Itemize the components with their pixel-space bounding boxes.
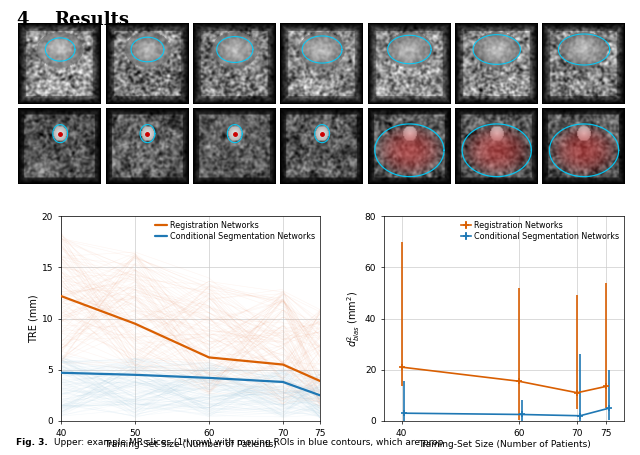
Y-axis label: TRE (mm): TRE (mm) [29,294,39,343]
Text: Fig. 3.: Fig. 3. [16,438,48,447]
Text: Results: Results [54,11,129,30]
Conditional Segmentation Networks [205,375,212,380]
Legend: Registration Networks, Conditional Segmentation Networks: Registration Networks, Conditional Segme… [154,220,316,242]
Registration Networks [205,355,212,360]
Registration Networks [131,321,139,326]
Conditional Segmentation Networks [316,393,324,398]
Line: Conditional Segmentation Networks: Conditional Segmentation Networks [61,373,320,395]
Registration Networks [316,378,324,384]
Text: Upper: example MR slices (1ˢᵗ row) with moving ROIs in blue contours, which are : Upper: example MR slices (1ˢᵗ row) with … [54,438,444,447]
Conditional Segmentation Networks [131,372,139,378]
Registration Networks [57,293,65,298]
X-axis label: Training-Set Size (Number of Patients): Training-Set Size (Number of Patients) [104,440,276,449]
X-axis label: Training-Set Size (Number of Patients): Training-Set Size (Number of Patients) [418,440,590,449]
Line: Registration Networks: Registration Networks [61,296,320,381]
Conditional Segmentation Networks [279,379,287,385]
Registration Networks [279,362,287,367]
Text: 4: 4 [16,11,29,30]
Conditional Segmentation Networks [57,370,65,375]
Y-axis label: $d^2_{bias}$ (mm$^2$): $d^2_{bias}$ (mm$^2$) [346,290,362,347]
Legend: Registration Networks, Conditional Segmentation Networks: Registration Networks, Conditional Segme… [460,220,620,242]
